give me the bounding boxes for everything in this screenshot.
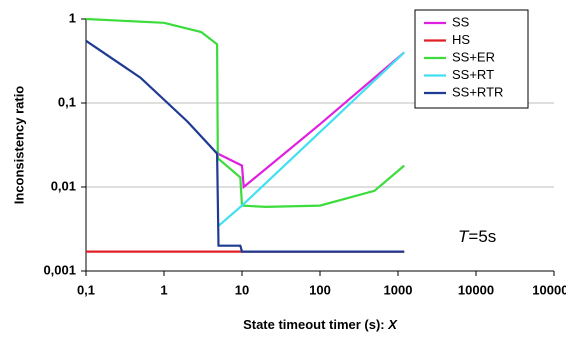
x-tick-label: 10	[235, 282, 249, 297]
x-tick-label: 100000	[532, 282, 566, 297]
legend-label: HS	[452, 32, 470, 47]
x-tick-label: 1	[160, 282, 167, 297]
x-axis-label-var: X	[387, 317, 398, 332]
y-tick-label: 1	[69, 10, 76, 25]
x-tick-label: 0,1	[77, 282, 95, 297]
annotation-text: =5s	[468, 227, 496, 246]
x-tick-label: 10000	[458, 282, 494, 297]
series-line	[85, 17, 405, 209]
x-axis-label: State timeout timer (s): X	[243, 317, 398, 332]
y-tick-label: 0,1	[58, 94, 76, 109]
legend-label: SS+RTR	[452, 84, 503, 99]
annotation-var: T	[458, 227, 470, 246]
legend-label: SS+ER	[452, 49, 495, 64]
x-tick-label: 100	[309, 282, 331, 297]
legend-label: SS+RT	[452, 67, 494, 82]
x-tick-label: 1000	[384, 282, 413, 297]
legend-label: SS	[452, 14, 470, 29]
series-line	[217, 51, 405, 228]
y-tick-label: 0,001	[43, 262, 76, 277]
series-line	[85, 39, 405, 253]
y-tick-label: 0,01	[51, 178, 76, 193]
series-line	[217, 51, 405, 190]
x-axis-label-text: State timeout timer (s):	[243, 317, 388, 332]
y-axis-label: Inconsistency ratio	[11, 86, 26, 205]
annotation: T=5s	[458, 227, 496, 246]
